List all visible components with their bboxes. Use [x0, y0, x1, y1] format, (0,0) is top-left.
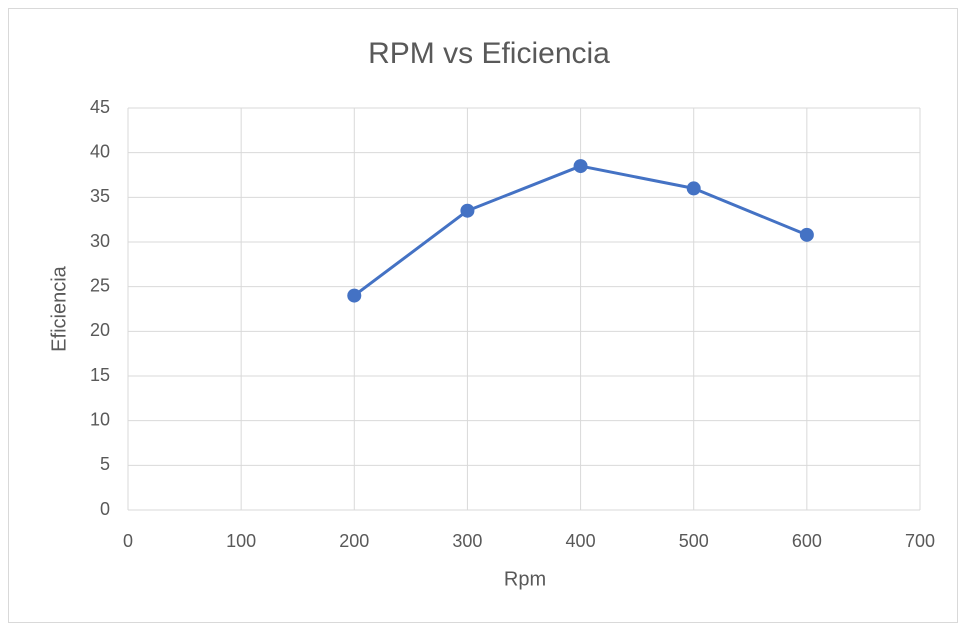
y-tick-label: 35 — [90, 186, 110, 206]
y-tick-label: 25 — [90, 275, 110, 295]
data-point — [460, 203, 475, 218]
y-tick-label: 30 — [90, 231, 110, 251]
y-tick-label: 15 — [90, 365, 110, 385]
chart-frame — [8, 8, 958, 623]
x-axis-label: Rpm — [504, 568, 546, 590]
x-tick-label: 500 — [679, 531, 709, 551]
y-tick-label: 0 — [100, 499, 110, 519]
data-point — [573, 159, 588, 174]
y-tick-label: 40 — [90, 141, 110, 161]
x-tick-label: 200 — [339, 531, 369, 551]
x-tick-label: 300 — [452, 531, 482, 551]
x-tick-label: 600 — [792, 531, 822, 551]
y-tick-label: 5 — [100, 454, 110, 474]
x-tick-label: 0 — [123, 531, 133, 551]
data-point — [686, 181, 701, 196]
x-tick-label: 400 — [566, 531, 596, 551]
data-point — [799, 227, 814, 242]
y-axis-label: Eficiencia — [48, 265, 70, 351]
y-tick-label: 45 — [90, 97, 110, 117]
chart-title: RPM vs Eficiencia — [368, 37, 610, 70]
y-tick-label: 10 — [90, 409, 110, 429]
y-tick-label: 20 — [90, 320, 110, 340]
x-tick-label: 700 — [905, 531, 935, 551]
data-point — [347, 288, 362, 303]
x-tick-label: 100 — [226, 531, 256, 551]
